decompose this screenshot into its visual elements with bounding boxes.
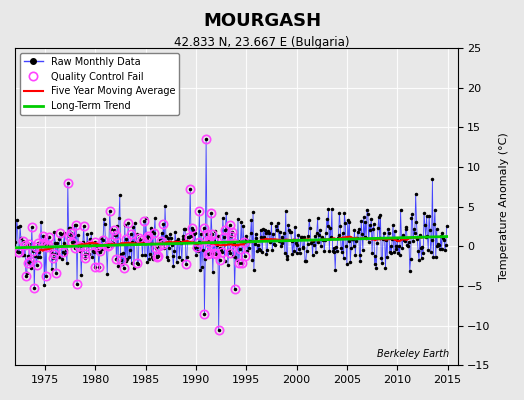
Text: Berkeley Earth: Berkeley Earth: [377, 349, 449, 359]
Y-axis label: Temperature Anomaly (°C): Temperature Anomaly (°C): [499, 132, 509, 281]
Legend: Raw Monthly Data, Quality Control Fail, Five Year Moving Average, Long-Term Tren: Raw Monthly Data, Quality Control Fail, …: [20, 53, 179, 115]
Text: 42.833 N, 23.667 E (Bulgaria): 42.833 N, 23.667 E (Bulgaria): [174, 36, 350, 49]
Text: MOURGASH: MOURGASH: [203, 12, 321, 30]
